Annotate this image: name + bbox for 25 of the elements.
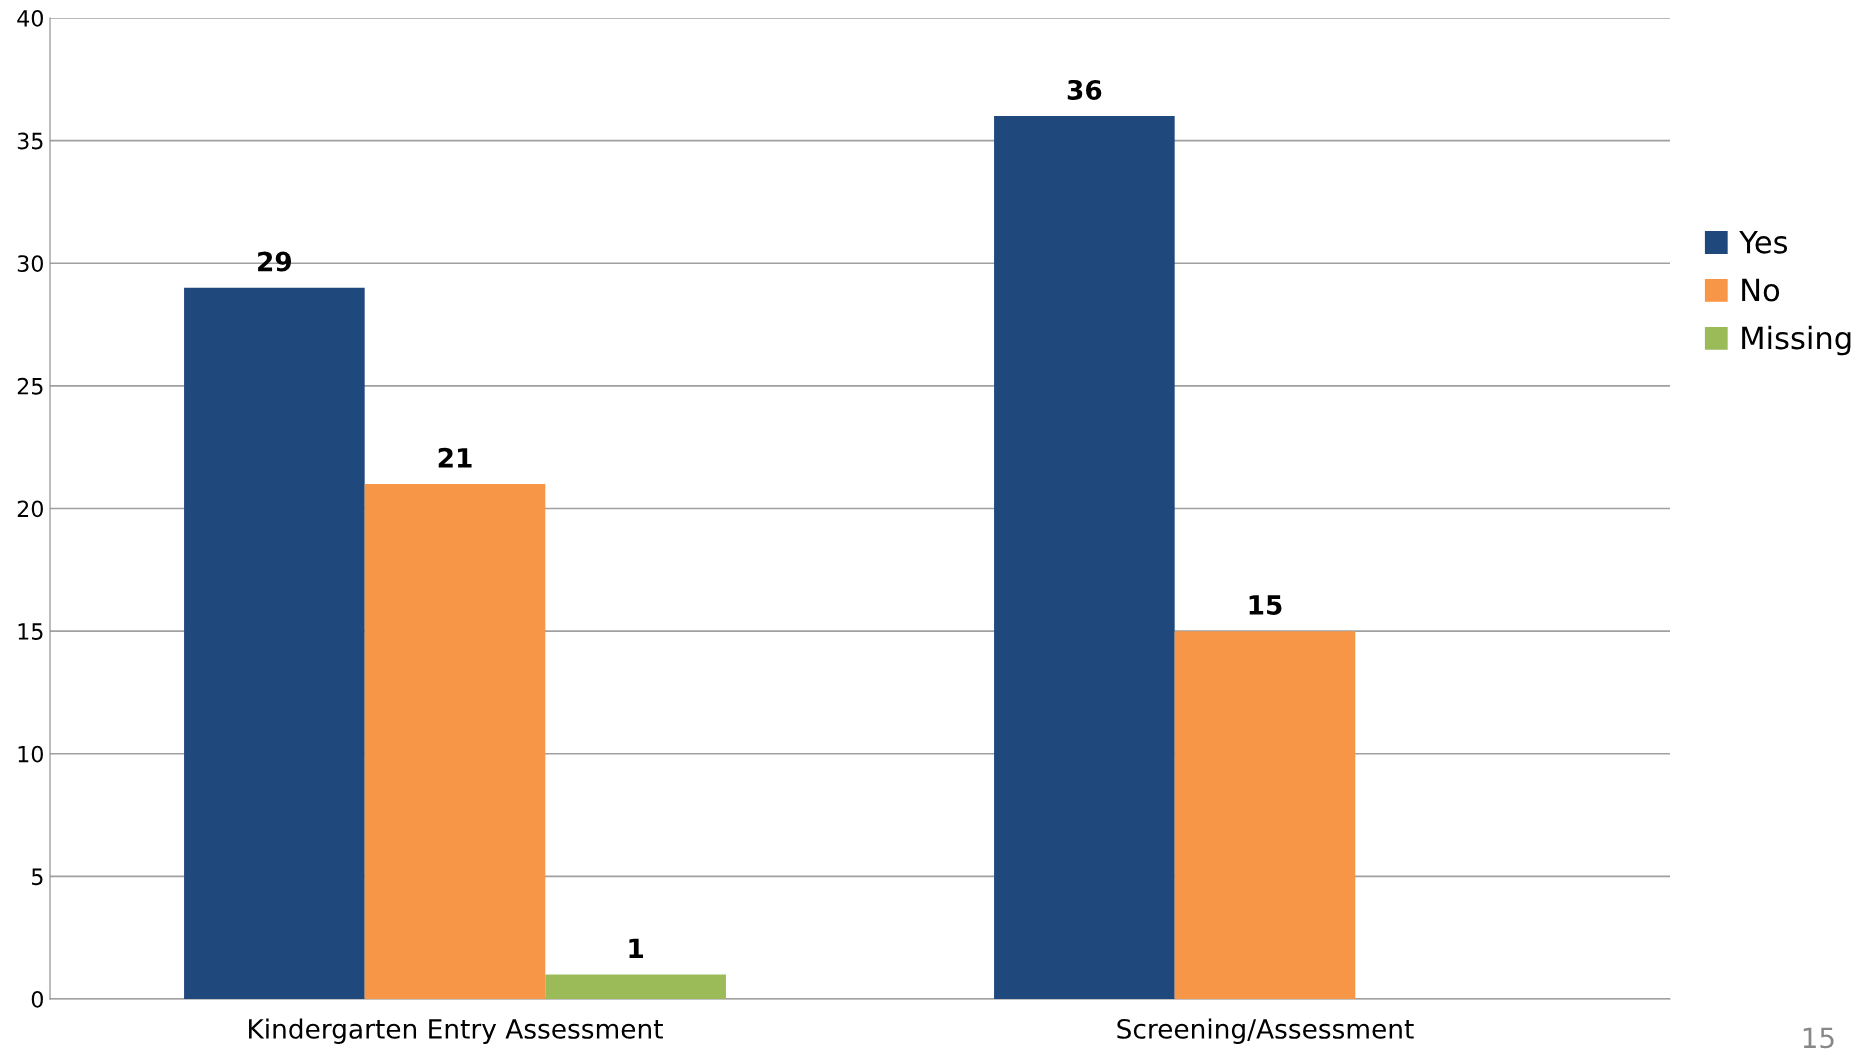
text: 15 — [1803, 1027, 1834, 1049]
data-label: 29 — [258, 251, 292, 272]
y-tick-label: 25 — [17, 377, 43, 395]
legend-label: Missing — [1742, 325, 1851, 356]
y-tick-label: 15 — [18, 623, 43, 640]
bar — [1174, 631, 1356, 999]
data-label: 1 — [629, 938, 643, 958]
y-tick-label: 30 — [17, 255, 43, 273]
legend-label: Yes — [1739, 230, 1788, 254]
bar — [994, 116, 1175, 999]
x-tick-label: Kindergarten Entry Assessment — [249, 1018, 663, 1044]
y-tick-label: 35 — [17, 132, 43, 150]
y-tick-label: 0 — [31, 990, 43, 1008]
y-tick-label: 40 — [17, 9, 43, 27]
data-label: 36 — [1067, 79, 1102, 100]
legend-label: No — [1742, 278, 1780, 302]
y-tick-label: 10 — [18, 745, 43, 763]
x-tick-label: Screening/Assessment — [1117, 1018, 1414, 1044]
bar — [364, 483, 546, 999]
bar — [545, 974, 726, 999]
data-label: 15 — [1249, 595, 1282, 615]
bar — [184, 287, 365, 999]
y-tick-label: 5 — [32, 868, 43, 886]
y-tick-label: 20 — [17, 500, 43, 518]
data-label: 21 — [438, 447, 472, 468]
